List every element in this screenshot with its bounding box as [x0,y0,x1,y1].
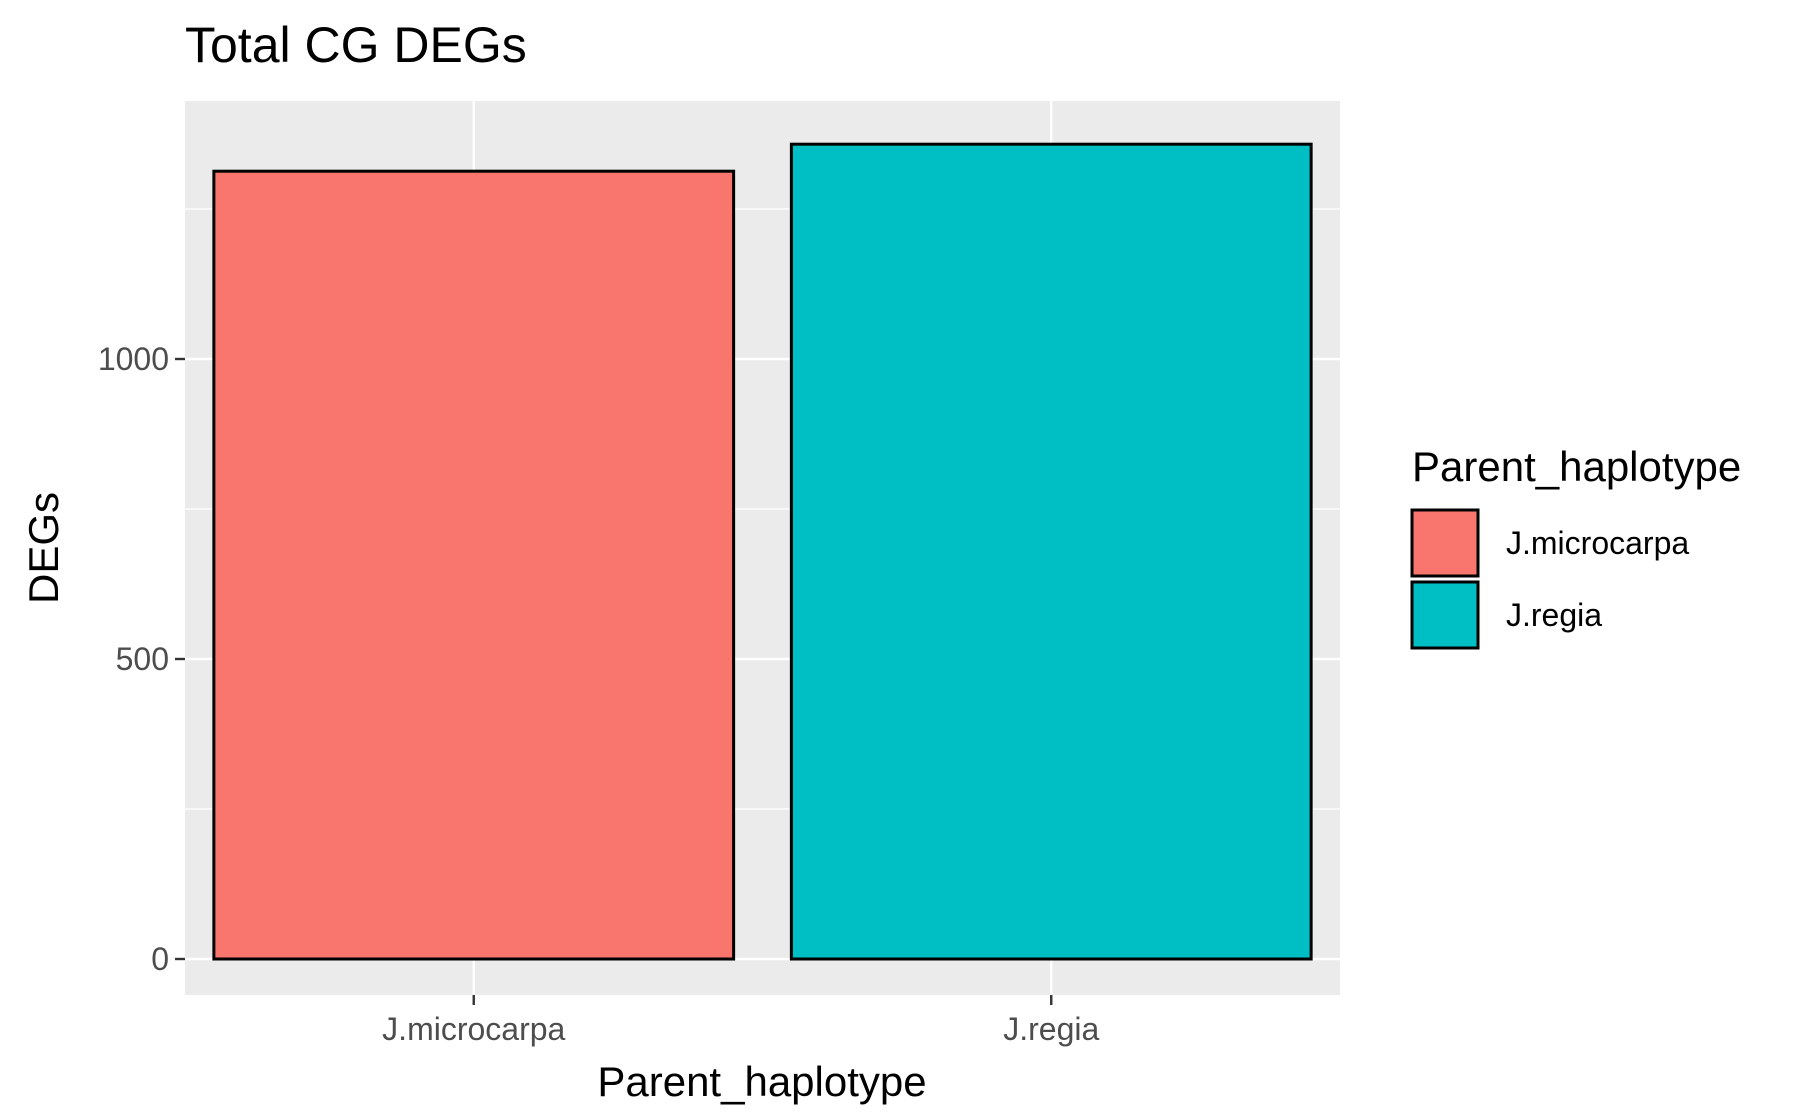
x-axis-title: Parent_haplotype [597,1058,926,1105]
legend-label: J.microcarpa [1506,525,1689,561]
legend-label: J.regia [1506,597,1602,633]
x-tick-label: J.regia [1003,1011,1099,1047]
y-axis-title: DEGs [20,492,67,604]
bar-j-regia [789,142,1313,961]
y-tick-label: 1000 [98,341,169,377]
legend-entries: J.microcarpa J.regia [1410,508,1689,650]
bars [212,142,1313,961]
y-axis: 0 500 1000 [98,341,185,977]
x-tick-label: J.microcarpa [382,1011,565,1047]
bar-j-microcarpa [212,169,736,961]
legend-title: Parent_haplotype [1412,443,1741,490]
y-tick-label: 0 [151,941,169,977]
legend-swatch [1410,580,1480,650]
legend-swatch [1410,508,1480,578]
chart-title: Total CG DEGs [185,17,527,73]
legend: Parent_haplotype J.microcarpa J.regia [1410,443,1741,650]
y-tick-label: 500 [116,641,169,677]
x-axis: J.microcarpa J.regia [382,995,1099,1047]
